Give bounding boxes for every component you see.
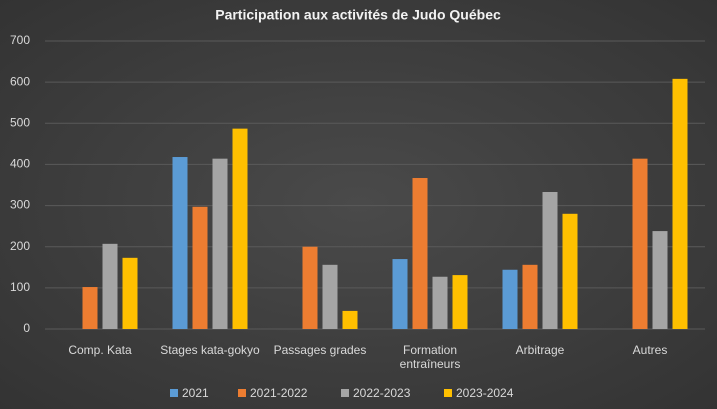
bar xyxy=(82,287,98,329)
y-tick-label: 500 xyxy=(10,115,30,129)
bar xyxy=(672,78,688,329)
bar xyxy=(192,206,208,329)
bar xyxy=(102,243,118,329)
bar xyxy=(232,128,248,329)
chart-title: Participation aux activités de Judo Québ… xyxy=(215,7,501,23)
bar xyxy=(302,246,318,329)
bar xyxy=(452,275,468,329)
bar xyxy=(432,276,448,329)
bar xyxy=(652,231,668,329)
legend-label: 2023-2024 xyxy=(456,386,514,400)
x-tick-label: Stages kata-gokyo xyxy=(160,343,260,357)
legend-swatch xyxy=(170,389,178,397)
bar xyxy=(562,213,578,329)
legend-label: 2021 xyxy=(182,386,209,400)
y-tick-label: 700 xyxy=(10,33,30,47)
bar xyxy=(522,264,538,329)
y-tick-label: 0 xyxy=(23,321,30,335)
bar xyxy=(542,191,558,329)
y-tick-label: 400 xyxy=(10,157,30,171)
y-tick-label: 100 xyxy=(10,280,30,294)
x-tick-label: Arbitrage xyxy=(515,343,565,357)
legend-label: 2021-2022 xyxy=(250,386,308,400)
legend-label: 2022-2023 xyxy=(353,386,411,400)
bar xyxy=(502,269,518,329)
legend-swatch xyxy=(341,389,349,397)
bar xyxy=(322,264,338,329)
legend-swatch xyxy=(444,389,452,397)
x-tick-label: Passages grades xyxy=(273,343,367,357)
legend-swatch xyxy=(238,389,246,397)
bar xyxy=(212,158,228,329)
bar xyxy=(122,257,138,329)
bar xyxy=(632,158,648,329)
x-tick-label: Comp. Kata xyxy=(68,343,132,357)
bar xyxy=(172,157,188,329)
x-tick-label: Autres xyxy=(632,343,668,357)
y-tick-label: 300 xyxy=(10,198,30,212)
bar xyxy=(392,259,408,329)
bar xyxy=(342,310,358,329)
bar xyxy=(412,178,428,329)
x-tick-label: Formation entraîneurs xyxy=(399,343,461,371)
y-tick-label: 200 xyxy=(10,239,30,253)
y-tick-label: 600 xyxy=(10,74,30,88)
